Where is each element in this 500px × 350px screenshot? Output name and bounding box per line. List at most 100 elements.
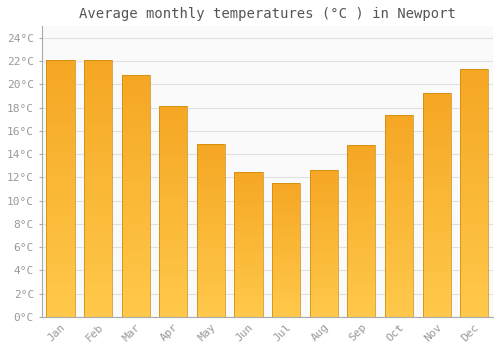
Bar (422, 102, 450, 106)
Bar (122, 288, 150, 293)
Bar (234, 247, 262, 250)
Bar (84, 214, 112, 219)
Bar (310, 223, 338, 226)
Bar (310, 255, 338, 258)
Bar (385, 309, 413, 313)
Bar (272, 207, 300, 210)
Bar (385, 159, 413, 163)
Bar (460, 302, 488, 307)
Bar (234, 230, 262, 232)
Bar (310, 226, 338, 229)
Bar (460, 139, 488, 143)
Bar (272, 191, 300, 194)
Bar (385, 123, 413, 127)
Bar (310, 296, 338, 299)
Bar (348, 145, 376, 148)
Bar (84, 158, 112, 163)
Bar (46, 265, 74, 271)
Bar (422, 303, 450, 308)
Bar (46, 301, 74, 307)
Bar (385, 151, 413, 155)
Bar (122, 143, 150, 148)
Bar (348, 207, 376, 210)
Bar (460, 148, 488, 153)
Bar (122, 249, 150, 254)
Bar (159, 106, 188, 111)
Bar (385, 244, 413, 248)
Bar (159, 111, 188, 115)
Bar (310, 305, 338, 308)
Bar (385, 313, 413, 317)
Bar (422, 164, 450, 169)
Bar (460, 223, 488, 228)
Bar (310, 176, 338, 179)
Bar (310, 214, 338, 217)
Bar (197, 144, 225, 317)
Bar (460, 79, 488, 84)
Bar (348, 307, 376, 310)
Bar (122, 85, 150, 90)
Bar (272, 269, 300, 271)
Bar (348, 265, 376, 269)
Bar (197, 268, 225, 272)
Bar (197, 303, 225, 306)
Bar (84, 127, 112, 132)
Bar (460, 114, 488, 119)
Bar (84, 301, 112, 307)
Bar (460, 168, 488, 173)
Bar (272, 189, 300, 191)
Bar (272, 194, 300, 197)
Bar (348, 145, 376, 317)
Bar (46, 153, 74, 158)
Bar (234, 265, 262, 267)
Bar (422, 128, 450, 133)
Bar (159, 115, 188, 119)
Bar (197, 213, 225, 216)
Bar (422, 124, 450, 128)
Bar (422, 187, 450, 191)
Bar (385, 171, 413, 175)
Bar (385, 143, 413, 147)
Bar (197, 209, 225, 213)
Bar (310, 244, 338, 246)
Bar (310, 285, 338, 287)
Bar (272, 298, 300, 301)
Bar (385, 304, 413, 309)
Bar (122, 264, 150, 268)
Bar (197, 227, 225, 230)
Bar (197, 147, 225, 150)
Bar (422, 240, 450, 245)
Bar (122, 75, 150, 317)
Bar (272, 229, 300, 231)
Bar (234, 215, 262, 218)
Bar (159, 292, 188, 296)
Bar (234, 209, 262, 212)
Bar (422, 191, 450, 196)
Bar (234, 201, 262, 203)
Bar (159, 304, 188, 308)
Bar (122, 230, 150, 235)
Bar (385, 272, 413, 276)
Bar (385, 204, 413, 208)
Bar (310, 211, 338, 214)
Bar (122, 75, 150, 80)
Bar (122, 302, 150, 307)
Bar (385, 114, 413, 317)
Bar (348, 296, 376, 300)
Bar (422, 115, 450, 119)
Bar (84, 86, 112, 91)
Bar (122, 298, 150, 302)
Bar (272, 245, 300, 247)
Bar (159, 178, 188, 182)
Bar (84, 260, 112, 265)
Bar (122, 273, 150, 278)
Bar (460, 203, 488, 208)
Bar (197, 261, 225, 265)
Bar (159, 220, 188, 224)
Bar (460, 252, 488, 257)
Bar (234, 183, 262, 186)
Bar (159, 123, 188, 127)
Bar (234, 236, 262, 238)
Bar (46, 234, 74, 240)
Bar (159, 132, 188, 136)
